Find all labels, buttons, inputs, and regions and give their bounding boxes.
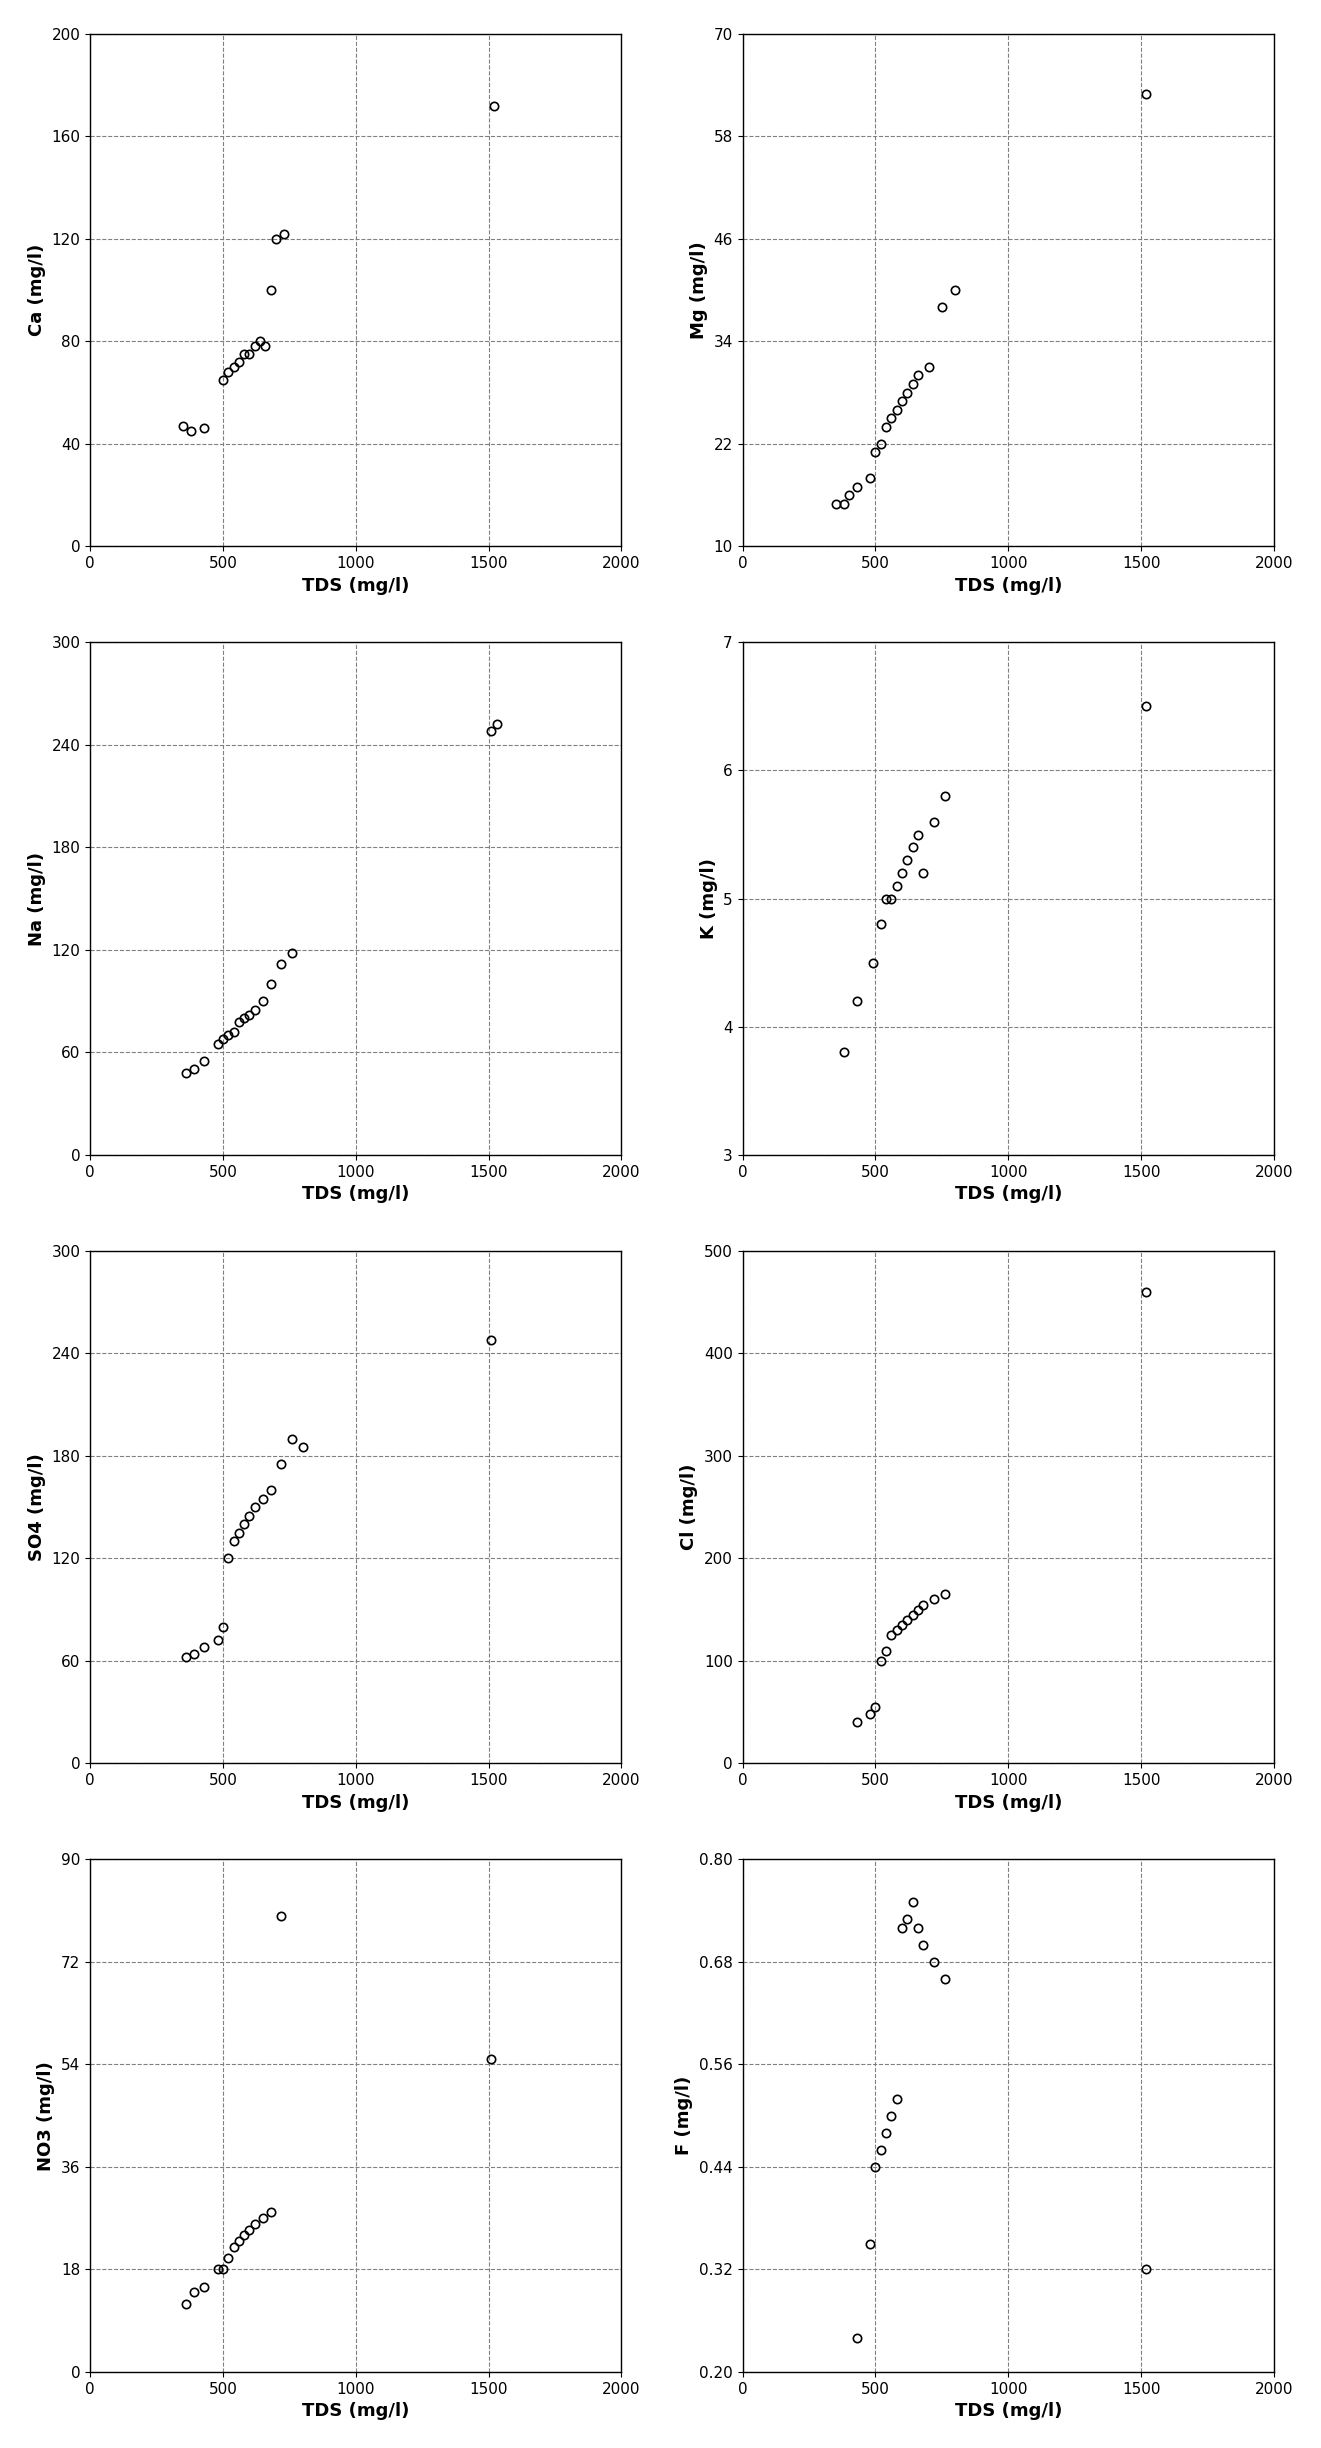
Y-axis label: SO4 (mg/l): SO4 (mg/l) [28,1454,46,1562]
Y-axis label: Cl (mg/l): Cl (mg/l) [680,1464,699,1550]
X-axis label: TDS (mg/l): TDS (mg/l) [955,1794,1062,1812]
Y-axis label: K (mg/l): K (mg/l) [700,859,717,940]
X-axis label: TDS (mg/l): TDS (mg/l) [955,578,1062,595]
Y-axis label: Mg (mg/l): Mg (mg/l) [690,242,708,338]
X-axis label: TDS (mg/l): TDS (mg/l) [955,2401,1062,2421]
X-axis label: TDS (mg/l): TDS (mg/l) [955,1185,1062,1202]
X-axis label: TDS (mg/l): TDS (mg/l) [303,1794,410,1812]
Y-axis label: Ca (mg/l): Ca (mg/l) [28,245,46,335]
X-axis label: TDS (mg/l): TDS (mg/l) [303,578,410,595]
Y-axis label: NO3 (mg/l): NO3 (mg/l) [37,2061,55,2171]
Y-axis label: Na (mg/l): Na (mg/l) [28,852,46,945]
Y-axis label: F (mg/l): F (mg/l) [675,2076,694,2154]
X-axis label: TDS (mg/l): TDS (mg/l) [303,2401,410,2421]
X-axis label: TDS (mg/l): TDS (mg/l) [303,1185,410,1202]
